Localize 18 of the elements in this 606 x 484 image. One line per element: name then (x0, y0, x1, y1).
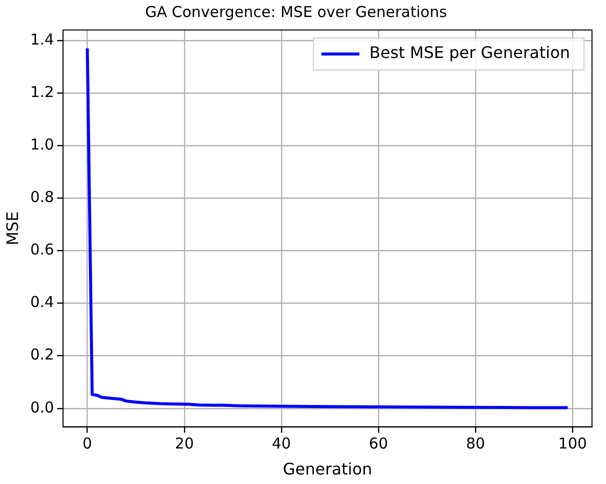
y-tick-label: 0.2 (30, 346, 54, 364)
x-tick-label: 100 (558, 434, 587, 453)
y-tick-label: 0.8 (30, 188, 54, 206)
y-tick-label: 0.6 (30, 240, 54, 259)
y-axis-title: MSE (2, 211, 22, 246)
y-tick-label: 1.0 (30, 136, 54, 154)
x-tick-label: 80 (466, 434, 486, 453)
legend-label: Best MSE per Generation (369, 43, 570, 62)
y-tick-label: 0.4 (30, 293, 54, 312)
chart-title: GA Convergence: MSE over Generations (145, 2, 448, 21)
x-tick-label: 40 (272, 434, 291, 453)
x-tick-label: 20 (174, 434, 194, 453)
x-tick-label: 0 (82, 434, 92, 453)
y-tick-label: 1.4 (30, 30, 54, 48)
x-axis-title: Generation (282, 460, 372, 479)
y-tick-label: 1.2 (30, 82, 54, 101)
y-tick-label: 0.0 (30, 398, 54, 416)
x-tick-label: 60 (368, 434, 388, 453)
